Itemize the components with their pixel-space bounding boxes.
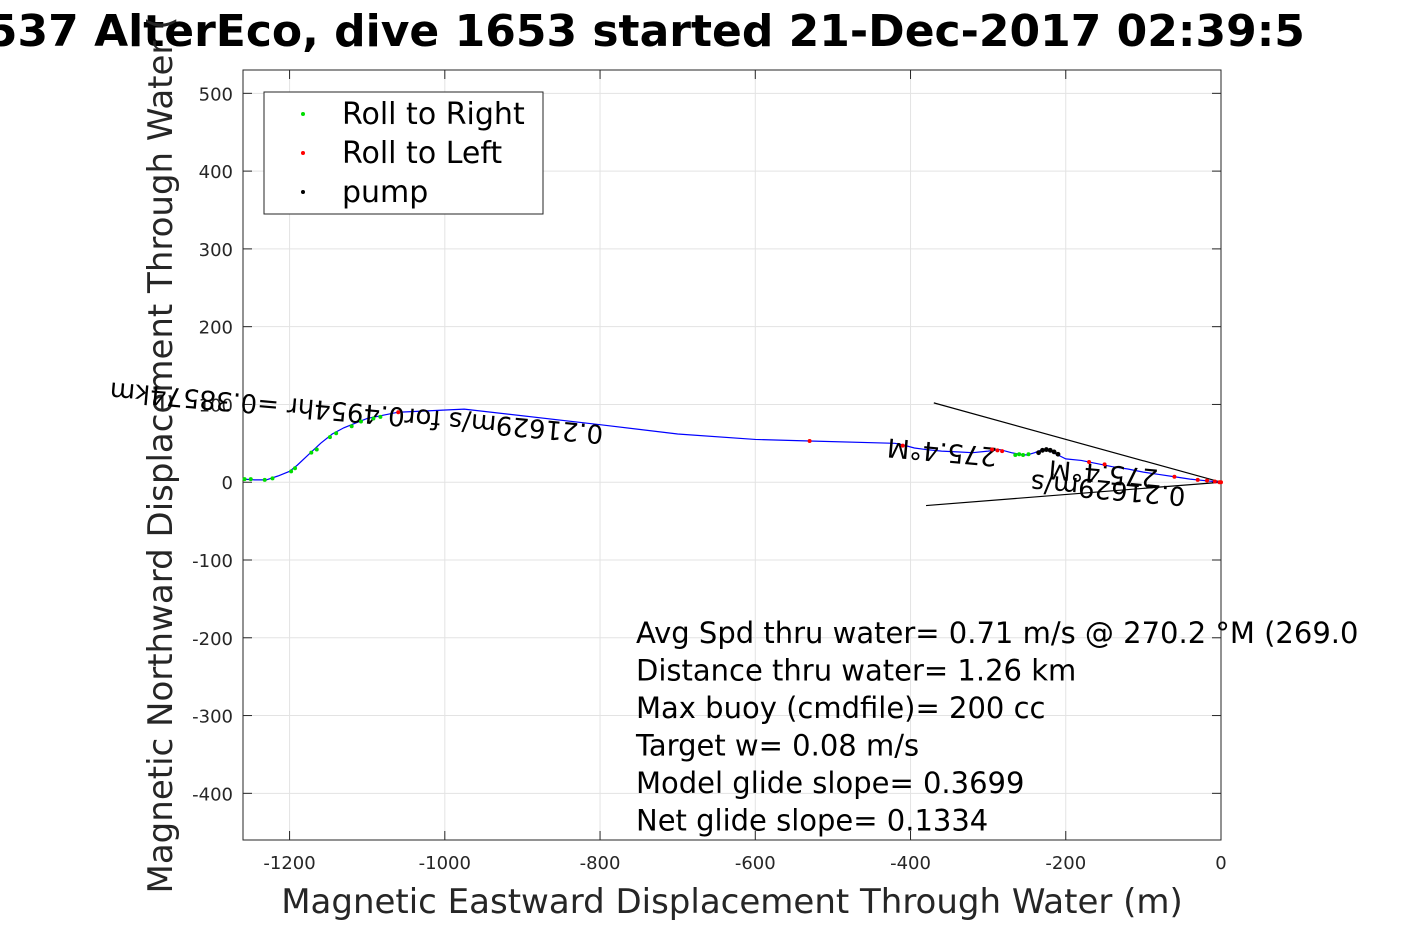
data-point-pump bbox=[1036, 450, 1041, 456]
data-point-roll-to-right bbox=[262, 477, 267, 482]
y-tick-label: 200 bbox=[199, 318, 233, 339]
data-point-roll-to-left bbox=[900, 443, 905, 448]
data-point-pump bbox=[1051, 449, 1057, 455]
track-annotation: 0.21629m/s for0.4954hr =0.38574km bbox=[109, 375, 605, 448]
x-tick-label: -1200 bbox=[263, 853, 315, 874]
legend-entry: Roll to Left bbox=[342, 136, 502, 171]
x-axis-label: Magnetic Eastward Displacement Through W… bbox=[281, 882, 1183, 922]
y-axis-label: Magnetic Northward Displacement Through … bbox=[141, 17, 181, 894]
data-point-roll-to-left bbox=[1219, 480, 1223, 485]
data-point-roll-to-left bbox=[1102, 462, 1107, 467]
x-axis-ticks: -1200 -1000 -800 -600 -400 -200 0 bbox=[263, 70, 1227, 874]
y-tick-label: -200 bbox=[192, 629, 233, 650]
heading-wedge-line bbox=[926, 481, 1222, 507]
data-point-roll-to-right bbox=[248, 477, 253, 482]
legend-entry: Roll to Right bbox=[342, 97, 525, 132]
data-point-roll-to-right bbox=[314, 447, 319, 452]
data-point-roll-to-left bbox=[1205, 478, 1210, 483]
legend-marker bbox=[301, 112, 305, 116]
data-point-roll-to-left bbox=[1172, 474, 1177, 479]
data-point-roll-to-right bbox=[242, 477, 247, 482]
legend-entry: pump bbox=[342, 175, 428, 210]
stat-line: Distance thru water= 1.26 km bbox=[636, 654, 1076, 688]
y-tick-label: 0 bbox=[222, 473, 233, 494]
data-point-roll-to-right bbox=[371, 416, 376, 421]
data-point-pump bbox=[1043, 447, 1049, 452]
x-tick-label: -1000 bbox=[419, 853, 471, 874]
heading-wedge-line bbox=[933, 402, 1222, 483]
y-tick-label: 300 bbox=[199, 240, 233, 261]
x-tick-label: -400 bbox=[890, 853, 931, 874]
data-point-roll-to-right bbox=[358, 419, 363, 424]
data-point-roll-to-right bbox=[270, 476, 275, 481]
y-tick-label: 500 bbox=[199, 84, 233, 105]
data-point-roll-to-right bbox=[349, 424, 354, 429]
track-annotation: 275.4°M bbox=[886, 431, 998, 470]
legend-marker bbox=[301, 151, 305, 155]
data-point-roll-to-right bbox=[1013, 453, 1018, 457]
y-tick-label: 100 bbox=[199, 395, 233, 416]
data-point-pump bbox=[1047, 447, 1053, 453]
data-point-roll-to-left bbox=[1087, 460, 1092, 464]
data-point-roll-to-right bbox=[309, 450, 314, 455]
chart-title: SG537 AlterEco, dive 1653 started 21-Dec… bbox=[0, 6, 1305, 57]
y-tick-label: -100 bbox=[192, 551, 233, 572]
y-axis-ticks: -400 -300 -200 -100 0 100 200 300 400 500 bbox=[192, 84, 1221, 805]
y-tick-label: -400 bbox=[192, 784, 233, 805]
x-tick-label: -800 bbox=[580, 853, 621, 874]
dive-statistics: Avg Spd thru water= 0.71 m/s @ 270.2 °M … bbox=[635, 616, 1358, 838]
data-point-pump bbox=[1040, 447, 1045, 453]
y-tick-label: -300 bbox=[192, 707, 233, 728]
stat-line: Model glide slope= 0.3699 bbox=[636, 766, 1024, 800]
data-point-roll-to-left bbox=[1000, 449, 1005, 454]
data-point-roll-to-left bbox=[1212, 479, 1217, 484]
x-tick-label: 0 bbox=[1215, 853, 1226, 874]
data-point-roll-to-right bbox=[1021, 453, 1026, 457]
grid bbox=[243, 70, 1222, 840]
x-tick-label: -600 bbox=[735, 853, 776, 874]
data-point-roll-to-left bbox=[995, 448, 1000, 453]
stat-line: Net glide slope= 0.1334 bbox=[636, 804, 988, 838]
data-point-roll-to-left bbox=[396, 410, 401, 415]
data-point-roll-to-right bbox=[327, 435, 332, 440]
data-point-roll-to-left bbox=[807, 439, 812, 443]
data-point-roll-to-right bbox=[334, 431, 339, 436]
data-point-roll-to-right bbox=[1017, 452, 1022, 457]
legend-marker bbox=[301, 190, 305, 194]
data-point-pump bbox=[1055, 451, 1061, 457]
plot-content: 0.21629m/s for0.4954hr =0.38574km 275.4°M… bbox=[109, 375, 1223, 511]
data-point-roll-to-left bbox=[990, 447, 995, 452]
legend: Roll to Right Roll to Left pump bbox=[263, 91, 544, 215]
data-point-roll-to-right bbox=[293, 466, 298, 471]
data-point-roll-to-left bbox=[1195, 477, 1200, 482]
stat-line: Avg Spd thru water= 0.71 m/s @ 270.2 °M … bbox=[636, 616, 1358, 650]
stat-line: Target w= 0.08 m/s bbox=[635, 729, 919, 763]
x-tick-label: -200 bbox=[1045, 853, 1086, 874]
data-point-roll-to-right bbox=[289, 469, 294, 474]
data-point-roll-to-right bbox=[378, 414, 383, 419]
plot-area bbox=[242, 69, 1222, 841]
legend-box bbox=[263, 91, 544, 215]
stat-line: Max buoy (cmdfile)= 200 cc bbox=[636, 691, 1045, 725]
data-point-roll-to-right bbox=[1026, 452, 1031, 457]
y-tick-label: 400 bbox=[199, 162, 233, 183]
